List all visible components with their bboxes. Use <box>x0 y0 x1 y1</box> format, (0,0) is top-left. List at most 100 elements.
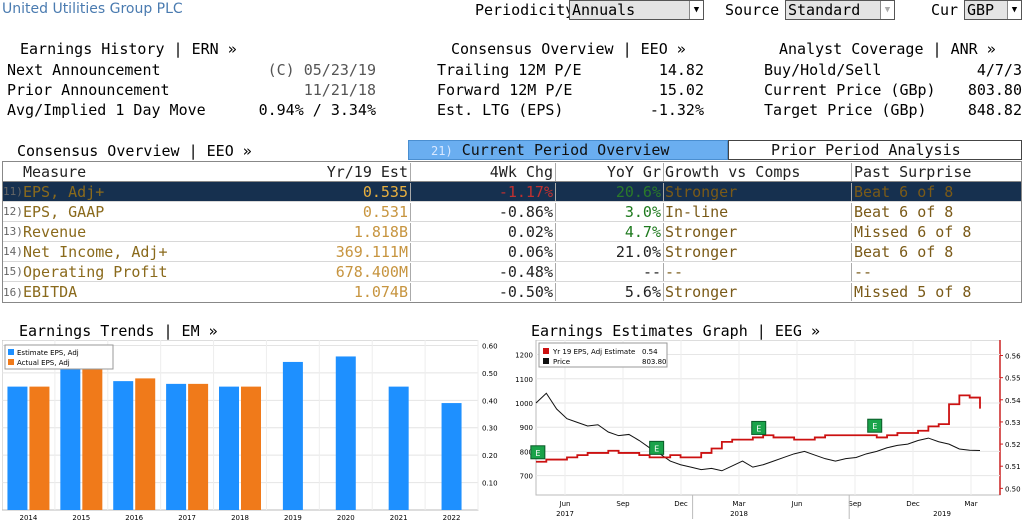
legend-box <box>4 344 114 370</box>
bars <box>7 356 462 510</box>
earnings-estimates-graph-link[interactable]: Earnings Estimates Graph | EEG » <box>531 322 820 340</box>
consensus-overview-link[interactable]: Consensus Overview | EEO » <box>451 40 686 58</box>
periodicity-select[interactable]: Annuals ▼ <box>569 0 704 20</box>
x-year-label: 2018 <box>730 510 748 518</box>
target-price-label: Target Price (GBp) <box>764 101 927 119</box>
chevron-down-icon[interactable]: ▼ <box>1007 1 1021 19</box>
row-yoy-gr: 21.0% <box>615 242 661 261</box>
row-growth: In-line <box>663 202 851 221</box>
table-row[interactable]: 11) EPS, Adj+ 0.535 -1.17% 20.6% Stronge… <box>3 182 1021 202</box>
tab-number: 21) <box>431 144 453 158</box>
earnings-event-marker[interactable] <box>649 440 665 455</box>
row-4wk-chg: -0.48% <box>411 262 556 281</box>
x-month-label: Mar <box>964 500 977 508</box>
table-row[interactable]: 14) Net Income, Adj+ 369.111M 0.06% 21.0… <box>3 242 1021 262</box>
right-tick-label: 0.54 <box>1005 397 1021 405</box>
row-measure: EPS, GAAP <box>23 202 105 221</box>
bar-estimate <box>282 361 303 510</box>
legend-price-value: 803.80 <box>642 358 667 366</box>
prior-announcement-value: 11/21/18 <box>303 81 376 99</box>
tab-prior-period[interactable]: Prior Period Analysis (Yr/18) <box>728 140 1022 177</box>
consensus-section-link[interactable]: Consensus Overview | EEO » <box>17 142 252 160</box>
col-estimate[interactable]: Yr/19 Est <box>308 162 411 181</box>
y-tick-label: 0.60 <box>482 342 498 350</box>
legend-estimate-swatch <box>543 348 549 354</box>
col-past-surprise[interactable]: Past Surprise <box>851 162 1021 181</box>
legend: Yr 19 EPS, Adj Estimate 0.54 Price 803.8… <box>538 342 668 368</box>
bar-estimate <box>113 381 134 510</box>
col-growth-vs-comps[interactable]: Growth vs Comps <box>663 162 851 181</box>
col-measure[interactable]: Measure <box>23 162 87 181</box>
earnings-trends-chart: 0.600.500.400.300.200.10 2014 2015 2016 201… <box>2 340 498 522</box>
left-tick-label: 1100 <box>515 376 533 384</box>
earnings-event-marker-label: E <box>654 444 659 453</box>
y-axis-ticks: 0.60 0.50 0.40 0.30 0.20 0.10 <box>482 342 498 487</box>
buy-hold-sell-label: Buy/Hold/Sell <box>764 61 882 79</box>
x-tick-label: 2016 <box>125 514 143 522</box>
legend-price-label: Price <box>553 358 570 366</box>
row-estimate: 1.074B <box>308 283 411 301</box>
earnings-event-marker[interactable] <box>867 418 883 433</box>
row-growth: -- <box>663 262 851 281</box>
y-tick-label: 0.20 <box>482 452 498 460</box>
x-tick-label: 2022 <box>443 514 461 522</box>
periodicity-value: Annuals <box>572 1 636 19</box>
row-number: 15) <box>3 265 23 278</box>
table-row[interactable]: 15) Operating Profit 678.400M -0.48% -- … <box>3 262 1021 282</box>
col-yoy-gr[interactable]: YoY Gr <box>606 162 661 181</box>
left-tick-label: 1200 <box>515 352 533 360</box>
earnings-history-link[interactable]: Earnings History | ERN » <box>20 40 237 58</box>
table-header: Measure Yr/19 Est 4Wk Chg YoY Gr Growth … <box>3 162 1021 182</box>
bar-estimate <box>388 386 409 510</box>
row-surprise: Beat 6 of 8 <box>851 202 1021 221</box>
legend-estimate-value: 0.54 <box>642 348 658 356</box>
implied-move-value: 0.94% / 3.34% <box>258 101 376 119</box>
row-measure: EPS, Adj+ <box>23 182 105 201</box>
row-measure: Net Income, Adj+ <box>23 242 168 261</box>
table-row[interactable]: 16) EBITDA 1.074B -0.50% 5.6% Stronger M… <box>3 282 1021 302</box>
row-measure: EBITDA <box>23 283 78 301</box>
row-estimate: 369.111M <box>308 242 411 261</box>
chevron-down-icon[interactable]: ▼ <box>880 1 894 19</box>
x-tick-label: 2019 <box>284 514 302 522</box>
currency-label: Cur <box>931 1 959 19</box>
col-4wk-chg[interactable]: 4Wk Chg <box>411 162 556 181</box>
y-tick-label: 0.50 <box>482 370 498 378</box>
table-row[interactable]: 13) Revenue 1.818B 0.02% 4.7% Stronger M… <box>3 222 1021 242</box>
x-month-label: Dec <box>674 500 688 508</box>
chevron-down-icon[interactable]: ▼ <box>689 1 703 19</box>
earnings-event-marker[interactable] <box>530 445 546 460</box>
x-year-label: 2019 <box>933 510 951 518</box>
earnings-event-marker[interactable] <box>751 420 767 435</box>
legend-estimate-label: Yr 19 EPS, Adj Estimate <box>552 348 635 356</box>
x-tick-label: 2015 <box>72 514 90 522</box>
current-price-label: Current Price (GBp) <box>764 81 936 99</box>
bar-estimate <box>441 403 462 510</box>
table-row[interactable]: 12) EPS, GAAP 0.531 -0.86% 3.0% In-line … <box>3 202 1021 222</box>
right-tick-label: 0.53 <box>1005 419 1021 427</box>
analyst-coverage-link[interactable]: Analyst Coverage | ANR » <box>779 40 996 58</box>
row-growth: Stronger <box>663 283 851 301</box>
right-axis-ticks: 0.56 0.55 0.54 0.53 0.52 0.51 0.50 <box>1000 353 1021 493</box>
bar-actual <box>135 378 156 510</box>
tab-current-period[interactable]: 21) Current Period Overview (Yr/19) <box>408 140 728 178</box>
row-estimate: 0.531 <box>308 202 411 221</box>
x-tick-label: 2021 <box>390 514 408 522</box>
y-tick-label: 0.40 <box>482 397 498 405</box>
currency-select[interactable]: GBP ▼ <box>964 0 1022 20</box>
row-yoy-gr: -- <box>642 262 661 281</box>
right-tick-label: 0.52 <box>1005 441 1021 449</box>
x-month-label: Dec <box>906 500 920 508</box>
row-surprise: Beat 6 of 8 <box>851 182 1021 201</box>
row-measure: Operating Profit <box>23 262 168 281</box>
y-tick-label: 0.30 <box>482 425 498 433</box>
source-select[interactable]: Standard ▼ <box>785 0 895 20</box>
price-series-line <box>535 392 981 472</box>
legend-box <box>538 342 668 368</box>
bar-estimate <box>166 383 187 510</box>
earnings-trends-link[interactable]: Earnings Trends | EM » <box>19 322 218 340</box>
x-month-label: Jun <box>791 500 803 508</box>
x-month-label: Sep <box>616 500 630 508</box>
left-tick-label: 700 <box>520 473 533 481</box>
